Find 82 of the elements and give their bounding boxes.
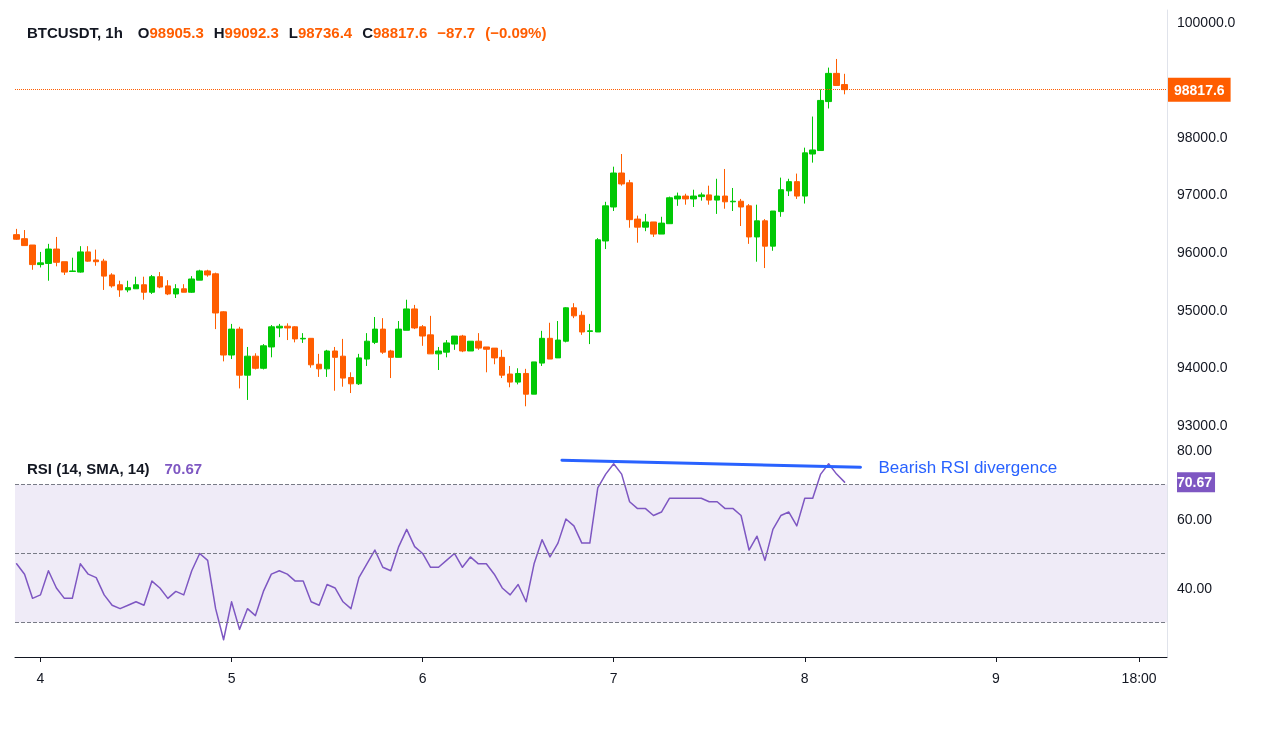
candlestick [738, 198, 744, 227]
candlestick [571, 302, 577, 319]
candlestick [539, 330, 545, 367]
y-tick-label: 94000.0 [1177, 359, 1228, 376]
candlestick [300, 332, 306, 344]
candlestick [459, 334, 466, 353]
candlestick [356, 353, 362, 386]
candlestick [133, 276, 139, 290]
candlestick [380, 317, 386, 355]
candlestick [706, 185, 712, 206]
candlestick [252, 352, 259, 370]
candlestick [85, 245, 91, 263]
x-tick-label: 9 [991, 670, 1000, 686]
candlestick [165, 279, 171, 296]
candlestick [332, 346, 338, 392]
x-tick-label: 4 [36, 670, 45, 686]
candlestick [236, 326, 243, 389]
x-tick-label: 8 [800, 670, 809, 686]
candlestick [762, 218, 768, 269]
candlestick [117, 280, 123, 298]
candlestick [93, 249, 99, 267]
y-tick-label: 60.00 [1177, 510, 1213, 527]
candlestick [173, 283, 179, 299]
candlestick [650, 221, 657, 238]
x-tick-label: 5 [227, 670, 236, 686]
candlestick [316, 353, 322, 378]
y-tick-label: 70.67 [1177, 474, 1213, 491]
text: BTCUSDT, 1h [27, 23, 123, 41]
line-series [15, 462, 846, 641]
ref-line-label: 98817.6 [1174, 81, 1225, 98]
candlestick [348, 371, 354, 394]
candlestick [388, 349, 394, 379]
candlestick [714, 178, 720, 215]
candlestick [181, 283, 187, 293]
candlestick [778, 177, 784, 218]
y-tick-label: 40.00 [1177, 579, 1213, 596]
candlestick [515, 367, 521, 385]
y-tick-label: 97000.0 [1177, 186, 1228, 203]
candlestick [157, 271, 163, 289]
y-tick-label: 93000.0 [1177, 416, 1228, 433]
candlestick [555, 320, 561, 359]
candlestick [149, 274, 155, 295]
candlestick [364, 332, 370, 367]
y-tick-label: 96000.0 [1177, 243, 1228, 260]
text: 70.67 [164, 459, 203, 477]
candlestick [579, 310, 585, 336]
y-tick-label: 80.00 [1177, 441, 1213, 458]
candlestick [531, 361, 537, 395]
candlestick [467, 340, 474, 352]
annotation: Bearish RSI divergence [878, 457, 1058, 477]
text: O98905.3 H99092.3 L98736.4 C98817.6 −87.7 (−0.09%) [137, 23, 547, 41]
candlestick [324, 349, 330, 378]
y-tick-label: 100000.0 [1177, 13, 1236, 30]
candlestick [228, 323, 235, 360]
y-tick-label: 95000.0 [1177, 301, 1228, 318]
text: RSI (14, SMA, 14) [27, 459, 150, 477]
candlestick [794, 173, 800, 200]
candlestick [523, 368, 529, 407]
candlestick [722, 168, 728, 210]
candlestick [770, 210, 776, 252]
y-tick-label: 98000.0 [1177, 128, 1228, 145]
candlestick [340, 338, 346, 388]
candlestick [372, 316, 378, 345]
candlestick [682, 193, 689, 206]
candlestick [109, 272, 115, 289]
candlestick [786, 178, 792, 197]
x-tick-label: 6 [418, 670, 427, 686]
candlestick [244, 346, 251, 401]
candlestick [101, 258, 107, 291]
candlestick [125, 280, 131, 293]
candlestick [563, 306, 569, 343]
candlestick [730, 187, 736, 212]
x-tick-label: 18:00 [1121, 670, 1157, 686]
candlestick [308, 337, 314, 369]
x-tick-label: 7 [609, 670, 618, 686]
candlestick [547, 322, 553, 360]
candlestick [746, 203, 752, 245]
candlestick [642, 213, 649, 232]
candlestick [141, 276, 147, 301]
candlestick [507, 365, 513, 388]
candlestick [587, 323, 593, 345]
candlestick [754, 204, 760, 263]
